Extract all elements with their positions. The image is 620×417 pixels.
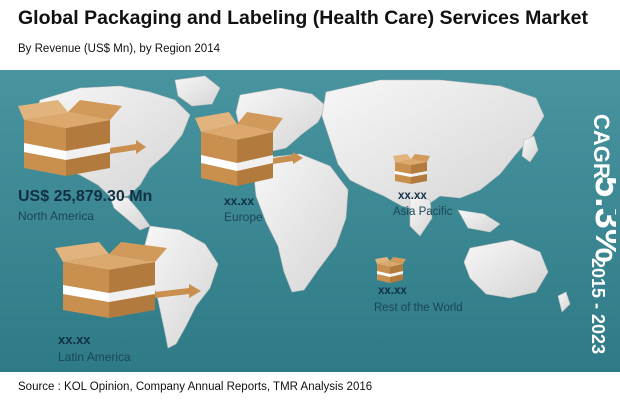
north-america-box-icon bbox=[18, 100, 146, 176]
europe-box-icon bbox=[195, 112, 303, 186]
latin-america-value: xx.xx bbox=[58, 332, 91, 347]
chart-subtitle: By Revenue (US$ Mn), by Region 2014 bbox=[18, 43, 220, 55]
cagr-period: 2015 - 2023 bbox=[588, 258, 608, 354]
asia-pacific-label: Asia Pacific bbox=[393, 206, 453, 218]
asia-pacific-value: xx.xx bbox=[398, 190, 427, 202]
cagr-value: 5.3% bbox=[587, 176, 616, 263]
asia-pacific-box-icon bbox=[393, 154, 430, 184]
rest-of-world-box-icon bbox=[375, 257, 406, 283]
north-america-value: US$ 25,879.30 Mn bbox=[18, 188, 153, 205]
rest-of-world-label: Rest of the World bbox=[374, 302, 463, 314]
cagr-label: CAGR bbox=[589, 114, 614, 179]
cagr-panel: CAGR 5.3% 2015 - 2023 bbox=[587, 114, 616, 354]
source-note: Source : KOL Opinion, Company Annual Rep… bbox=[18, 381, 373, 393]
north-america-label: North America bbox=[18, 209, 95, 223]
latin-america-box-icon bbox=[55, 242, 201, 318]
europe-label: Europe bbox=[224, 210, 263, 224]
chart-title: Global Packaging and Labeling (Health Ca… bbox=[18, 7, 589, 29]
rest-of-world-value: xx.xx bbox=[378, 285, 407, 297]
europe-value: xx.xx bbox=[224, 194, 255, 208]
latin-america-label: Latin America bbox=[58, 350, 131, 364]
